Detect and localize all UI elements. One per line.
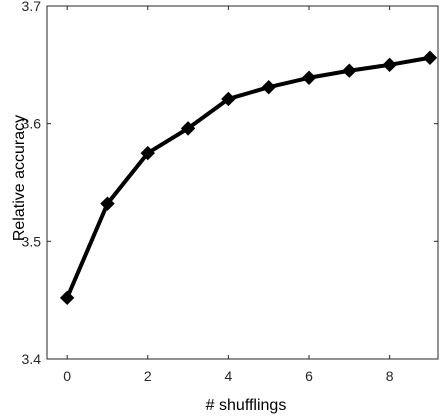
data-point — [261, 79, 276, 95]
x-tick-label: 0 — [63, 368, 71, 384]
x-axis-title: # shufflings — [206, 397, 287, 414]
data-point — [221, 91, 236, 107]
data-point — [140, 145, 155, 161]
series-line — [65, 55, 432, 300]
data-point — [100, 196, 115, 211]
x-tick-label: 4 — [224, 368, 232, 384]
x-tick-label: 6 — [305, 368, 313, 384]
data-series — [59, 50, 438, 306]
data-point — [301, 70, 317, 85]
data-point — [59, 290, 75, 306]
y-tick-label: 3.4 — [22, 351, 42, 367]
axis-ticks: 0 2 4 6 8 3.4 3.5 3.6 3.7 — [22, 0, 438, 384]
data-point — [180, 121, 196, 136]
x-tick-label: 8 — [386, 368, 394, 384]
data-point — [382, 57, 397, 73]
x-tick-label: 2 — [144, 368, 152, 384]
y-tick-label: 3.5 — [22, 233, 42, 249]
plot-border — [46, 5, 439, 360]
data-point — [342, 63, 357, 78]
y-tick-label: 3.6 — [22, 116, 42, 132]
plot-area — [46, 5, 439, 360]
y-axis-title: Relative accuracy — [11, 115, 28, 241]
y-tick-label: 3.7 — [22, 0, 42, 14]
data-point — [422, 50, 438, 65]
